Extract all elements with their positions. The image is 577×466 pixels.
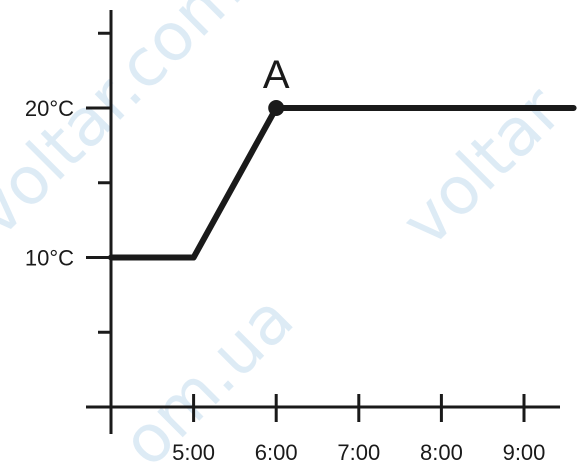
x-tick-label: 9:00 (503, 440, 546, 465)
watermark-text: om.ua (107, 280, 308, 466)
watermark-text: voltar (387, 71, 577, 261)
point-a-marker (268, 100, 285, 116)
x-tick-label: 6:00 (255, 440, 298, 465)
x-tick-label: 7:00 (337, 440, 380, 465)
series-line (108, 105, 577, 261)
point-a-label: A (263, 53, 290, 97)
x-tick-label: 8:00 (420, 440, 463, 465)
x-tick-label: 5:00 (172, 440, 215, 465)
y-tick-label: 10°C (25, 246, 74, 271)
y-tick-label: 20°C (25, 96, 74, 121)
